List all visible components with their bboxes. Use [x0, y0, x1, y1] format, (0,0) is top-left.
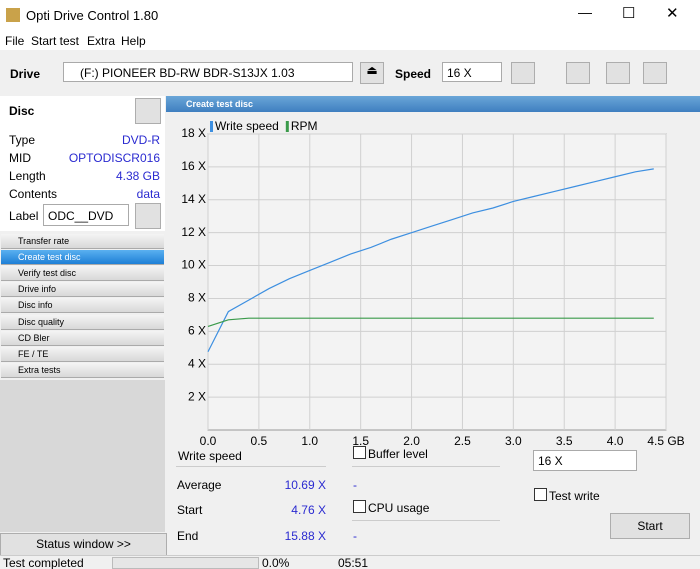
- cpu-checkbox[interactable]: [353, 500, 366, 513]
- divider: [352, 466, 500, 467]
- x-tick-label: 0.5: [251, 434, 268, 447]
- y-tick-label: 2 X: [188, 389, 206, 403]
- disc-refresh[interactable]: [135, 98, 161, 124]
- menu-item[interactable]: Extra: [87, 34, 116, 48]
- chart: 2 X 4 X 6 X 8 X 10 X 12 X 14 X 16 X 18 X 0.0 0.5 1.…: [181, 119, 684, 447]
- x-tick-label: 4.0: [607, 434, 624, 447]
- y-tick-label: 8 X: [188, 291, 206, 305]
- y-tick-label: 18 X: [181, 126, 206, 140]
- refresh-button[interactable]: [511, 62, 535, 84]
- nav-item[interactable]: FE / TE: [1, 347, 164, 362]
- divider: [352, 520, 500, 521]
- window-title: Opti Drive Control 1.80: [26, 8, 159, 23]
- drive-label: Drive: [10, 67, 41, 81]
- y-tick-label: 16 X: [181, 159, 206, 173]
- progress-text: 0.0%: [262, 556, 290, 569]
- y-tick-label: 12 X: [181, 225, 206, 239]
- speed-label: Speed: [395, 67, 432, 81]
- x-tick-label: 2.5: [454, 434, 471, 447]
- result-value: 15.88 X: [284, 529, 326, 543]
- buffer-checkbox[interactable]: [353, 446, 366, 459]
- results-header: Write speed: [178, 449, 242, 463]
- panel-header: [166, 96, 700, 112]
- disc-key: Contents: [9, 187, 58, 201]
- save-button[interactable]: [643, 62, 667, 84]
- disc-key: Length: [9, 169, 46, 183]
- buffer-label: Buffer level: [368, 447, 428, 461]
- title-bar: [0, 0, 700, 30]
- panel-title: Create test disc: [186, 99, 254, 109]
- x-tick-label: 3.0: [505, 434, 522, 447]
- app-icon: [6, 8, 20, 22]
- speed-select[interactable]: 16 X: [442, 62, 502, 82]
- series-line: [207, 317, 654, 327]
- nav-empty: [0, 380, 165, 532]
- status-window-button[interactable]: Status window >>: [0, 533, 167, 556]
- menu-item[interactable]: Help: [121, 34, 146, 48]
- menu-bar: [0, 30, 700, 50]
- menu-item[interactable]: File: [5, 34, 25, 48]
- test-write-label: Test write: [549, 489, 600, 503]
- close[interactable]: ✕: [666, 5, 679, 22]
- result-key: Start: [177, 503, 203, 517]
- y-tick-label: 14 X: [181, 192, 206, 206]
- label-button[interactable]: [135, 203, 161, 229]
- y-tick-label: 10 X: [181, 258, 206, 272]
- label-input[interactable]: ODC__DVD: [43, 204, 129, 226]
- start-button[interactable]: Start: [610, 513, 690, 539]
- x-tick-label: 0.0: [200, 434, 217, 447]
- disc-key: Type: [9, 133, 36, 147]
- erase-button[interactable]: [566, 62, 590, 84]
- x-tick-label: 4.5 GB: [647, 434, 684, 447]
- nav-item[interactable]: Verify test disc: [1, 266, 164, 281]
- cpu-label: CPU usage: [368, 501, 430, 515]
- elapsed-time: 05:51: [338, 556, 369, 569]
- x-tick-label: 1.5: [352, 434, 369, 447]
- result-extra: -: [353, 529, 357, 543]
- result-extra: -: [353, 478, 357, 492]
- nav-item[interactable]: Disc quality: [1, 315, 164, 330]
- disc-title: Disc: [9, 104, 35, 118]
- y-tick-label: 4 X: [188, 356, 206, 370]
- nav-item[interactable]: Extra tests: [1, 363, 164, 378]
- nav-item[interactable]: Create test disc: [1, 250, 164, 265]
- result-value: 4.76 X: [291, 503, 326, 517]
- x-tick-label: 2.0: [403, 434, 420, 447]
- progress-bar: [112, 557, 259, 569]
- x-tick-label: 3.5: [556, 434, 573, 447]
- y-tick-label: 6 X: [188, 324, 206, 338]
- label-caption: Label: [9, 209, 39, 223]
- result-value: 10.69 X: [284, 478, 326, 492]
- result-key: Average: [177, 478, 222, 492]
- plot-area: [207, 133, 667, 431]
- menu-item[interactable]: Start test: [31, 34, 80, 48]
- disc-value: 4.38 GB: [115, 169, 160, 183]
- legend-swatch: [210, 121, 213, 132]
- nav-item[interactable]: Transfer rate: [1, 234, 164, 249]
- status-text: Test completed: [3, 556, 84, 569]
- nav-item[interactable]: Drive info: [1, 282, 164, 297]
- x-tick-label: 1.0: [301, 434, 318, 447]
- eject-button[interactable]: ⏏: [360, 62, 384, 84]
- disc-value: OPTODISCR016: [68, 151, 160, 165]
- nav-item[interactable]: CD Bler: [1, 331, 164, 346]
- legend-swatch: [285, 121, 289, 132]
- write-speed-select[interactable]: 16 X: [533, 450, 637, 471]
- disc-key: MID: [9, 151, 31, 165]
- disc-value: data: [136, 187, 160, 201]
- disc-value: DVD-R: [122, 133, 160, 147]
- minimize[interactable]: —: [578, 4, 592, 20]
- result-key: End: [177, 529, 199, 543]
- maximize[interactable]: ☐: [622, 5, 636, 22]
- nav-item[interactable]: Disc info: [1, 298, 164, 313]
- drive-select[interactable]: (F:) PIONEER BD-RW BDR-S13JX 1.03: [63, 62, 353, 82]
- test-write-checkbox[interactable]: [534, 488, 547, 501]
- series-line: [207, 168, 654, 352]
- legend-label: Write speed: [215, 119, 279, 133]
- copy-button[interactable]: [606, 62, 630, 84]
- legend-label: RPM: [291, 119, 318, 133]
- divider: [176, 466, 326, 467]
